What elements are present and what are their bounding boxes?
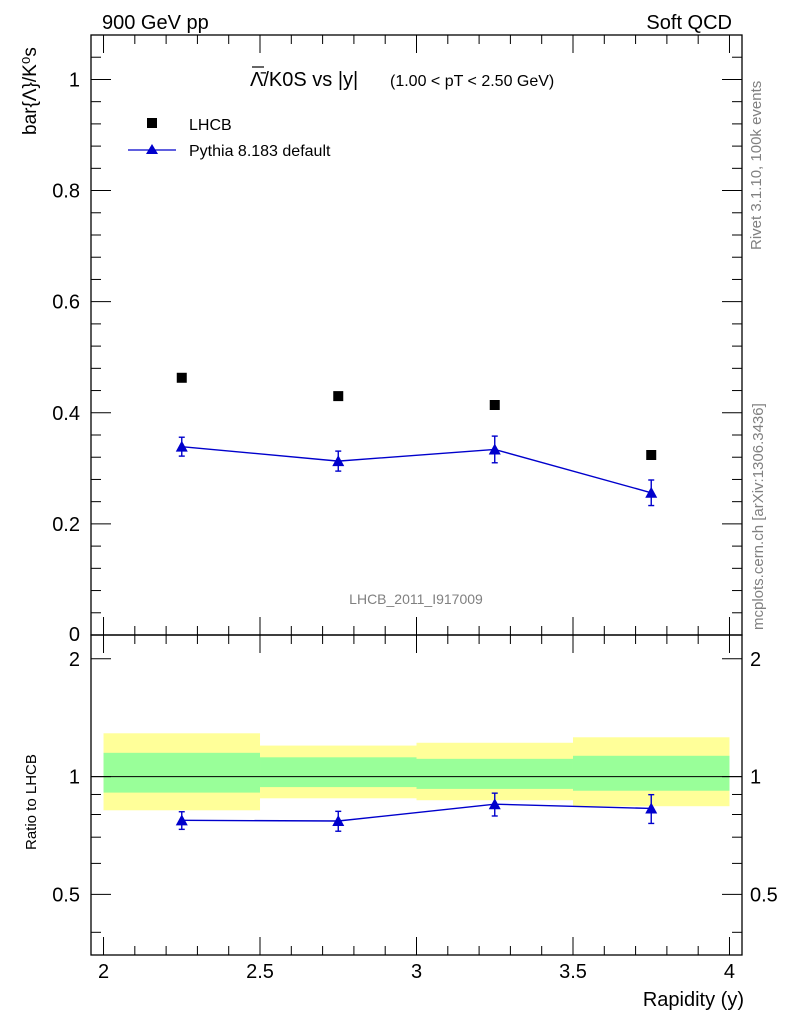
lhcb-point xyxy=(489,400,500,410)
main-y-tick-labels: 0.2 0.4 0.6 0.8 1 0 xyxy=(52,69,80,646)
lhcb-point xyxy=(646,450,657,460)
ratio-point xyxy=(645,802,658,814)
ratio-plot-panel: 0.5 0.5 1 1 2 2 2 2.5 3 3.5 4 Ratio to LHCB Rapid… xyxy=(23,634,778,1011)
energy-label: 900 GeV pp xyxy=(102,12,209,34)
mcplots-label: mcplots.cern.ch [arXiv:1306.3436] xyxy=(750,403,767,630)
main-y-tick-label: 0.2 xyxy=(52,514,80,536)
ratio-series-line xyxy=(181,803,652,822)
ratio-y-axis-label: Ratio to LHCB xyxy=(23,754,40,850)
main-plot-panel: 0.2 0.4 0.6 0.8 1 0 Λ̄/K0S vs |y| (1.00 < pT … xyxy=(20,34,743,646)
pythia-series-line xyxy=(181,445,652,494)
lhcb-point xyxy=(333,391,344,402)
x-axis-label: Rapidity (y) xyxy=(643,989,744,1011)
legend-pythia-label: Pythia 8.183 default xyxy=(189,143,331,160)
main-data-marks xyxy=(175,372,658,507)
ratio-inner-band xyxy=(260,757,417,788)
ratio-y-tick-label-right: 2 xyxy=(750,649,761,671)
x-tick-label: 3 xyxy=(411,961,422,983)
pythia-point xyxy=(645,486,658,498)
ratio-axis-ticks xyxy=(91,635,742,955)
ratio-y-tick-labels: 0.5 0.5 1 1 2 2 xyxy=(52,649,778,907)
pythia-point xyxy=(488,443,501,455)
main-title: Λ̄/K0S vs |y| xyxy=(250,69,358,91)
ratio-point xyxy=(175,814,188,826)
ratio-inner-band xyxy=(103,752,261,793)
ratio-point xyxy=(488,798,501,810)
pythia-point xyxy=(332,455,345,467)
process-label: Soft QCD xyxy=(646,12,732,34)
legend-lhcb-marker xyxy=(147,118,157,128)
x-tick-label: 2.5 xyxy=(246,961,274,983)
rivet-label: Rivet 3.1.10, 100k events xyxy=(748,81,765,250)
ratio-y-tick-label-left: 2 xyxy=(69,649,80,671)
ratio-y-tick-label-left: 0.5 xyxy=(52,884,80,906)
ratio-data-marks xyxy=(175,792,658,832)
ratio-y-tick-label-right: 0.5 xyxy=(750,884,778,906)
legend-lhcb-label: LHCB xyxy=(189,117,232,134)
main-y-tick-label: 0.6 xyxy=(52,292,80,314)
ratio-y-tick-label-left: 1 xyxy=(69,767,80,789)
ratio-inner-band xyxy=(572,755,730,791)
lhcb-point xyxy=(176,372,187,383)
pythia-point xyxy=(175,440,188,452)
ratio-y-tick-label-right: 1 xyxy=(750,767,761,789)
x-tick-label: 4 xyxy=(724,961,735,983)
main-y-tick-label: 0.8 xyxy=(52,181,80,203)
main-y-tick-label: 0.4 xyxy=(52,403,80,425)
ratio-uncertainty-bands xyxy=(91,733,742,811)
ratio-x-tick-labels: 2 2.5 3 3.5 4 xyxy=(98,961,735,983)
ratio-inner-band xyxy=(416,758,573,789)
ratio-point xyxy=(332,814,345,826)
ratio-plot-frame xyxy=(90,634,743,956)
legend-pythia-marker xyxy=(146,144,158,154)
main-y-zero-label: 0 xyxy=(69,624,80,646)
main-axis-ticks xyxy=(91,35,742,635)
main-subtitle: (1.00 < pT < 2.50 GeV) xyxy=(390,73,554,90)
x-tick-label: 2 xyxy=(98,961,109,983)
main-y-axis-label: bar{Λ}/K⁰s xyxy=(20,47,41,135)
analysis-id-label: LHCB_2011_I917009 xyxy=(349,591,483,607)
legend: LHCB Pythia 8.183 default xyxy=(128,117,331,160)
main-y-tick-label: 1 xyxy=(69,69,80,91)
x-tick-label: 3.5 xyxy=(559,961,587,983)
